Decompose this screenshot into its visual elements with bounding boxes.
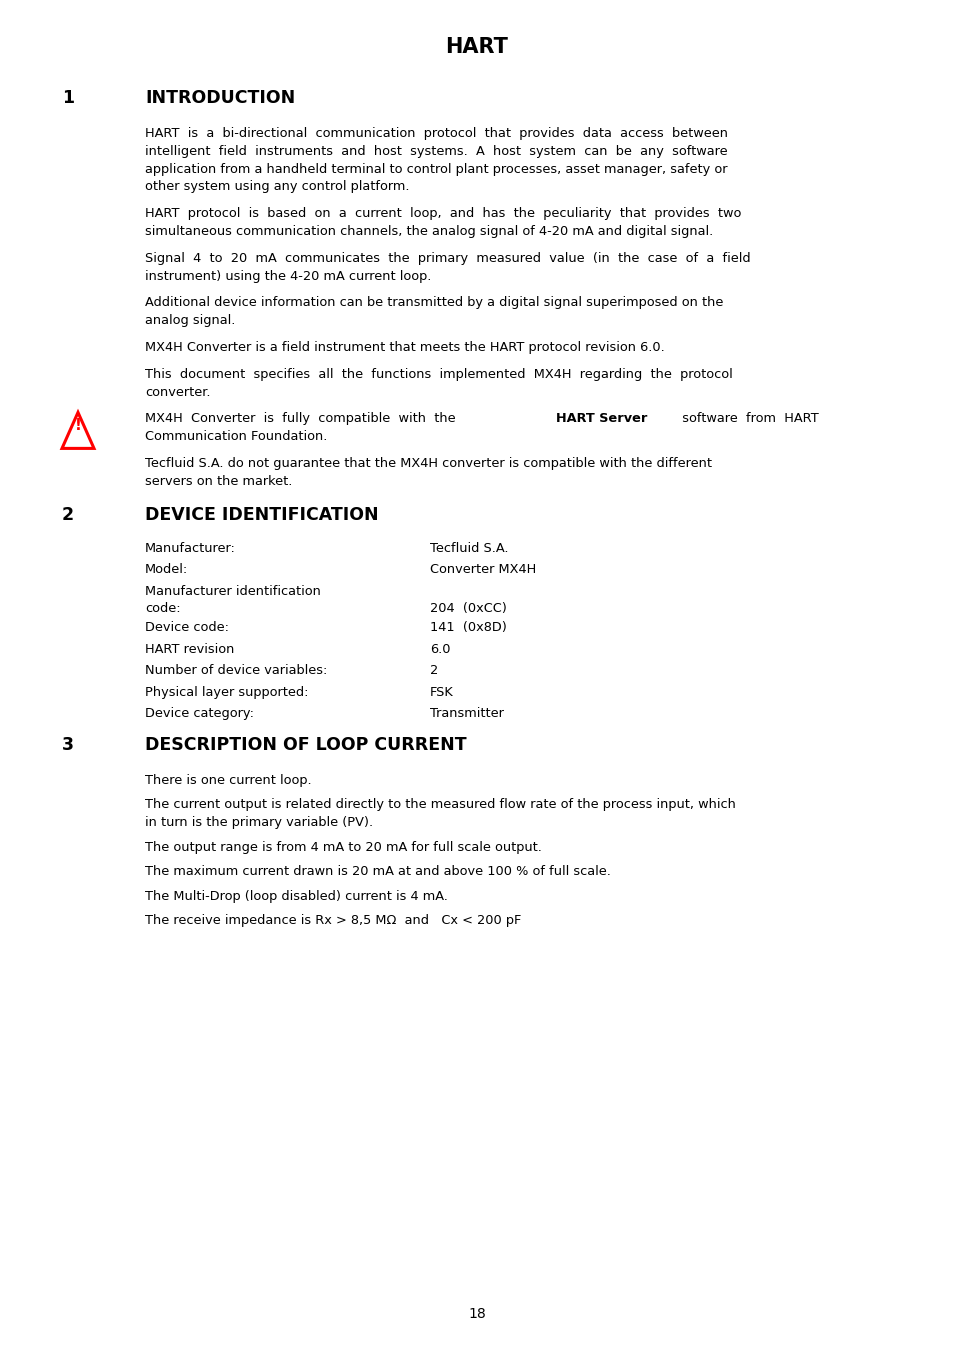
Text: Device code:: Device code: (145, 622, 229, 634)
Text: Signal  4  to  20  mA  communicates  the  primary  measured  value  (in  the  ca: Signal 4 to 20 mA communicates the prima… (145, 252, 750, 264)
Text: FSK: FSK (430, 685, 454, 699)
Text: software  from  HART: software from HART (674, 413, 819, 425)
Text: The output range is from 4 mA to 20 mA for full scale output.: The output range is from 4 mA to 20 mA f… (145, 840, 541, 854)
Text: Converter MX4H: Converter MX4H (430, 563, 536, 576)
Text: 18: 18 (468, 1307, 485, 1321)
Text: Number of device variables:: Number of device variables: (145, 664, 327, 677)
Text: MX4H Converter is a field instrument that meets the HART protocol revision 6.0.: MX4H Converter is a field instrument tha… (145, 341, 664, 353)
Text: 141  (0x8D): 141 (0x8D) (430, 622, 506, 634)
Text: The maximum current drawn is 20 mA at and above 100 % of full scale.: The maximum current drawn is 20 mA at an… (145, 865, 610, 878)
Text: Communication Foundation.: Communication Foundation. (145, 430, 327, 444)
Text: This  document  specifies  all  the  functions  implemented  MX4H  regarding  th: This document specifies all the function… (145, 368, 732, 380)
Text: instrument) using the 4-20 mA current loop.: instrument) using the 4-20 mA current lo… (145, 270, 431, 282)
Text: The receive impedance is Rx > 8,5 MΩ  and   Cx < 200 pF: The receive impedance is Rx > 8,5 MΩ and… (145, 915, 521, 927)
Text: code:: code: (145, 603, 180, 615)
Text: HART Server: HART Server (556, 413, 647, 425)
Text: other system using any control platform.: other system using any control platform. (145, 181, 409, 193)
Text: 2: 2 (62, 506, 74, 523)
Polygon shape (62, 413, 94, 448)
Text: Manufacturer identification: Manufacturer identification (145, 584, 320, 598)
Text: HART  protocol  is  based  on  a  current  loop,  and  has  the  peculiarity  th: HART protocol is based on a current loop… (145, 208, 740, 220)
Text: DEVICE IDENTIFICATION: DEVICE IDENTIFICATION (145, 506, 378, 523)
Text: simultaneous communication channels, the analog signal of 4-20 mA and digital si: simultaneous communication channels, the… (145, 225, 713, 237)
Text: Device category:: Device category: (145, 707, 253, 720)
Text: Additional device information can be transmitted by a digital signal superimpose: Additional device information can be tra… (145, 297, 722, 309)
Text: Tecfluid S.A. do not guarantee that the MX4H converter is compatible with the di: Tecfluid S.A. do not guarantee that the … (145, 457, 711, 469)
Text: Physical layer supported:: Physical layer supported: (145, 685, 308, 699)
Text: DESCRIPTION OF LOOP CURRENT: DESCRIPTION OF LOOP CURRENT (145, 735, 466, 754)
Text: intelligent  field  instruments  and  host  systems.  A  host  system  can  be  : intelligent field instruments and host s… (145, 144, 727, 158)
Text: 1: 1 (62, 89, 74, 107)
Text: in turn is the primary variable (PV).: in turn is the primary variable (PV). (145, 816, 373, 830)
Text: 6.0: 6.0 (430, 643, 450, 656)
Text: MX4H  Converter  is  fully  compatible  with  the: MX4H Converter is fully compatible with … (145, 413, 463, 425)
Text: 3: 3 (62, 735, 74, 754)
Text: The Multi-Drop (loop disabled) current is 4 mA.: The Multi-Drop (loop disabled) current i… (145, 890, 447, 902)
Text: Transmitter: Transmitter (430, 707, 503, 720)
Text: HART: HART (445, 36, 508, 57)
Text: analog signal.: analog signal. (145, 314, 235, 328)
Text: application from a handheld terminal to control plant processes, asset manager, : application from a handheld terminal to … (145, 163, 727, 175)
Text: Tecfluid S.A.: Tecfluid S.A. (430, 541, 508, 554)
Text: !: ! (74, 418, 81, 433)
Text: INTRODUCTION: INTRODUCTION (145, 89, 294, 107)
Text: converter.: converter. (145, 386, 211, 398)
Text: Model:: Model: (145, 563, 188, 576)
Text: The current output is related directly to the measured flow rate of the process : The current output is related directly t… (145, 799, 735, 811)
Text: servers on the market.: servers on the market. (145, 475, 292, 488)
Text: HART  is  a  bi-directional  communication  protocol  that  provides  data  acce: HART is a bi-directional communication p… (145, 127, 727, 140)
Text: HART revision: HART revision (145, 643, 234, 656)
Text: Manufacturer:: Manufacturer: (145, 541, 235, 554)
Text: There is one current loop.: There is one current loop. (145, 774, 312, 786)
Text: 204  (0xCC): 204 (0xCC) (430, 603, 506, 615)
Text: 2: 2 (430, 664, 437, 677)
